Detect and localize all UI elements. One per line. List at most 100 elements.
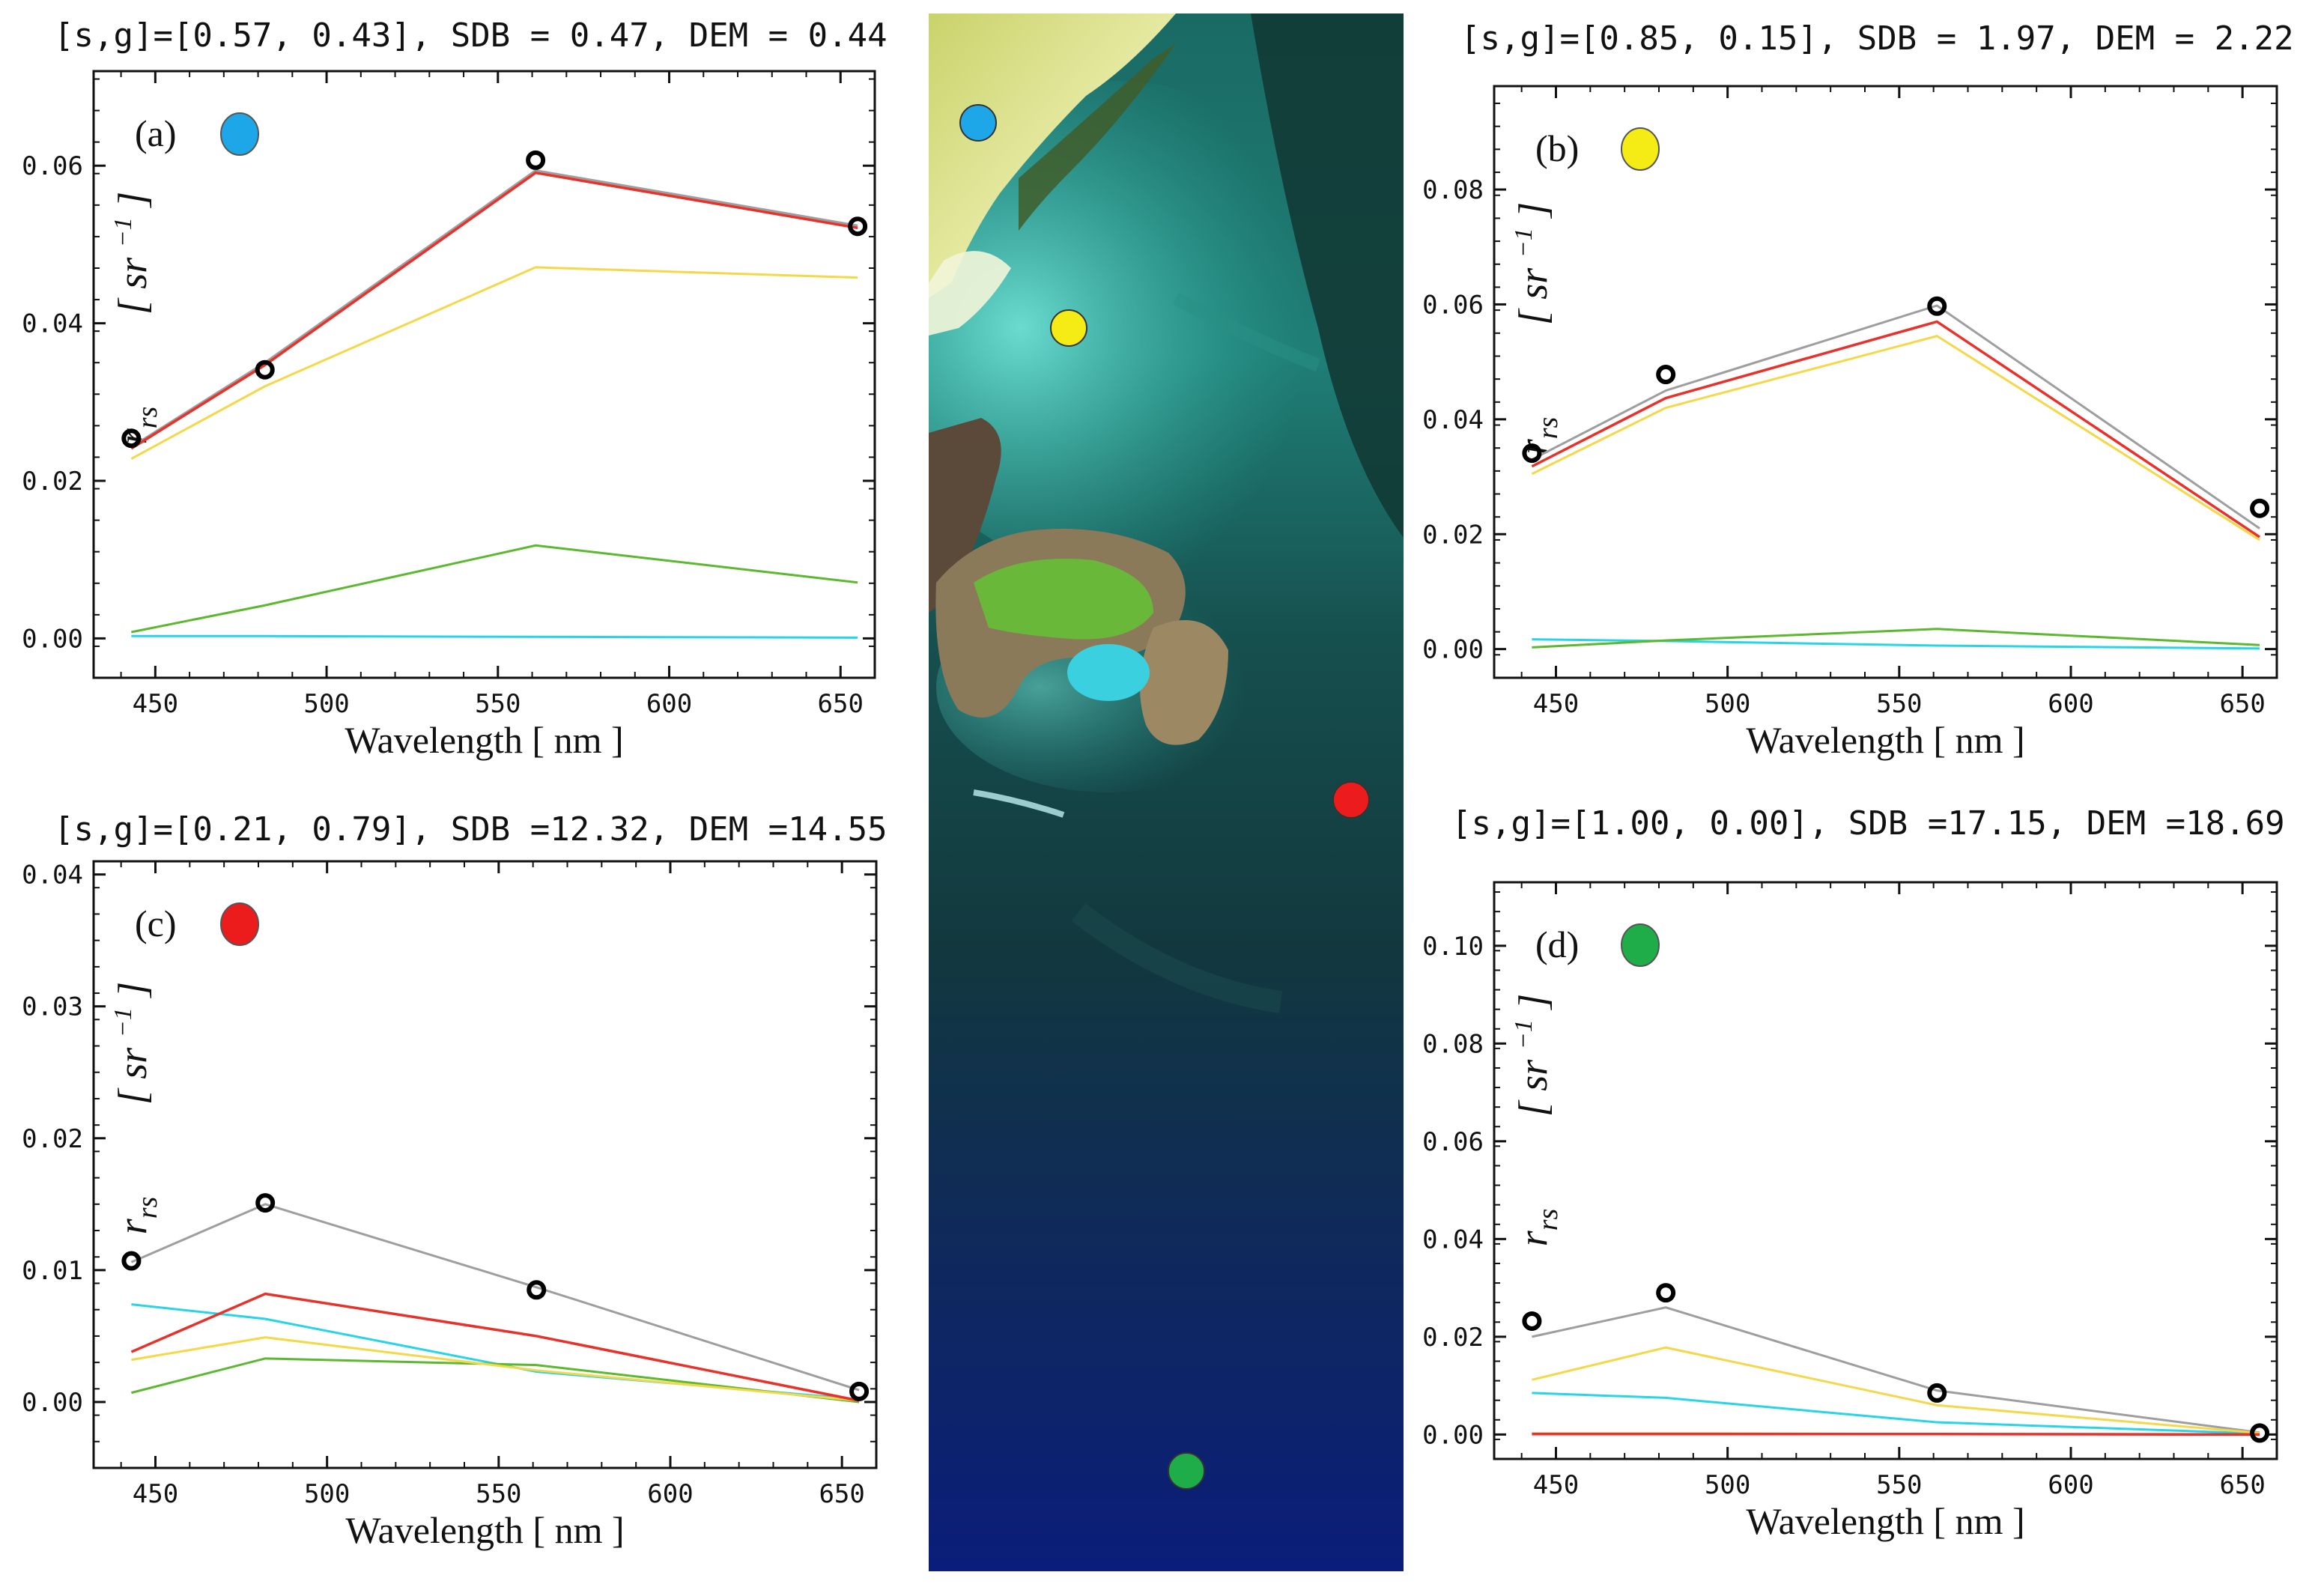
image-marker-yellow <box>1050 309 1087 347</box>
x-tick-label: 500 <box>303 689 349 719</box>
chart-c-plot: 0.00 0.01 0.02 0.03 0.04 450 500 550 600 650 Wavel… <box>22 860 878 1551</box>
x-tick-label: 450 <box>133 689 178 719</box>
x-tick-label: 450 <box>1533 1470 1579 1500</box>
x-axis-label: Wavelength [ nm ] <box>1746 1500 2024 1542</box>
observed-point <box>527 1280 547 1300</box>
x-tick-label: 550 <box>1876 689 1922 719</box>
x-tick-label: 600 <box>647 1479 693 1509</box>
y-axis-unit: [ sr −1 ] <box>1510 994 1556 1117</box>
y-tick-label: 0.00 <box>1422 1420 1484 1450</box>
x-axis-label: Wavelength [ nm ] <box>1746 719 2024 761</box>
y-axis-symbol: rrs <box>1511 1209 1564 1247</box>
island-green <box>974 559 1153 640</box>
x-tick-label: 650 <box>2219 1470 2265 1500</box>
observed-point <box>526 150 546 170</box>
panel-marker <box>220 112 259 156</box>
y-tick-label: 0.08 <box>1422 175 1484 205</box>
panel-label: (c) <box>135 902 177 944</box>
x-tick-label: 500 <box>1705 1470 1750 1500</box>
x-tick-label: 450 <box>133 1479 178 1509</box>
chart-panel-b: [s,g]=[0.85, 0.15], SDB = 1.97, DEM = 2.… <box>1408 0 2321 771</box>
series-line-water-column <box>131 1336 860 1402</box>
observed-point <box>848 216 868 237</box>
y-tick-label: 0.00 <box>22 1388 83 1418</box>
streak <box>973 789 1065 818</box>
series-line-deep-water <box>131 1303 860 1401</box>
series-line-bottom-s <box>130 171 858 450</box>
chart-d-plot: 0.00 0.02 0.04 0.06 0.08 0.10 450 500 550 600 650 W… <box>1422 881 2278 1542</box>
x-tick-label: 600 <box>2048 689 2093 719</box>
x-tick-label: 450 <box>1533 689 1579 719</box>
x-tick-label: 600 <box>2048 1470 2093 1500</box>
series-line-bottom-g <box>1532 628 2260 649</box>
x-tick-label: 500 <box>1705 689 1750 719</box>
series-line-water-column <box>1531 335 2260 541</box>
series-line-bottom-g <box>131 1357 860 1404</box>
y-tick-label: 0.08 <box>1422 1029 1484 1059</box>
y-axis-label: [ sr −1 ] rrs <box>109 982 163 1235</box>
y-tick-label: 0.02 <box>1422 1323 1484 1353</box>
series-line-fit-total <box>130 169 858 449</box>
image-marker-blue <box>959 104 997 142</box>
plot-frame <box>1493 85 2278 679</box>
y-axis-unit: [ sr −1 ] <box>109 192 155 315</box>
x-tick-label: 650 <box>819 1479 864 1509</box>
y-axis-unit: [ sr −1 ] <box>1510 202 1556 326</box>
y-tick-label: 0.06 <box>22 151 83 181</box>
observed-point <box>1522 1311 1542 1331</box>
panel-header: [s,g]=[0.57, 0.43], SDB = 0.47, DEM = 0.… <box>54 16 888 55</box>
y-axis-label: [ sr −1 ] rrs <box>1510 994 1564 1247</box>
y-tick-label: 0.02 <box>1422 520 1484 550</box>
chart-panel-a: [s,g]=[0.57, 0.43], SDB = 0.47, DEM = 0.… <box>0 0 921 771</box>
y-tick-label: 0.04 <box>1422 405 1484 435</box>
beach <box>929 251 1011 336</box>
y-tick-label: 0.06 <box>1422 1127 1484 1157</box>
series-line-bottom-g <box>131 544 858 634</box>
y-axis-symbol: rrs <box>110 1197 163 1235</box>
series-line-fit-total <box>130 1203 860 1392</box>
island-rock-2 <box>1140 620 1228 745</box>
observed-point <box>255 359 275 380</box>
image-marker-green <box>1168 1452 1205 1490</box>
series-line-fit-total <box>1531 304 2260 530</box>
y-axis-label: [ sr −1 ]rrs <box>109 192 163 445</box>
plot-frame <box>92 70 876 679</box>
plot-frame <box>1493 881 2278 1460</box>
series-line-water-column <box>130 266 858 460</box>
y-tick-label: 0.00 <box>22 624 83 654</box>
series-line-deep-water <box>1532 638 2260 650</box>
observed-point <box>121 1251 142 1271</box>
series-line-deep-water <box>1532 1392 2260 1435</box>
panel-marker <box>1621 923 1660 967</box>
observed-point <box>121 428 142 449</box>
x-tick-label: 650 <box>818 689 864 719</box>
land-sand <box>929 13 1176 298</box>
series-line-fit-total <box>1532 1306 2260 1434</box>
y-tick-label: 0.02 <box>22 1124 83 1154</box>
x-tick-label: 600 <box>646 689 692 719</box>
observed-point <box>2250 498 2270 518</box>
x-tick-label: 550 <box>475 689 521 719</box>
y-axis-unit: [ sr −1 ] <box>109 982 155 1105</box>
y-tick-label: 0.04 <box>22 861 83 890</box>
y-tick-label: 0.02 <box>22 467 83 497</box>
observed-point <box>1656 365 1676 385</box>
y-tick-label: 0.03 <box>22 992 83 1022</box>
observed-point <box>1927 296 1947 316</box>
streak-3 <box>1071 903 1283 1013</box>
x-axis-label: Wavelength [ nm ] <box>345 1509 624 1551</box>
island-rock-1 <box>929 418 1001 613</box>
panel-marker <box>1621 127 1660 171</box>
observed-point <box>1927 1383 1947 1403</box>
series-line-bottom-s <box>130 1292 860 1402</box>
y-tick-label: 0.04 <box>1422 1225 1484 1254</box>
panel-header: [s,g]=[0.21, 0.79], SDB =12.32, DEM =14.… <box>54 810 888 849</box>
x-axis-label: Wavelength [ nm ] <box>345 719 623 761</box>
observed-point <box>1656 1283 1676 1303</box>
observed-point <box>849 1381 870 1401</box>
y-tick-label: 0.04 <box>22 309 83 339</box>
streak-2 <box>1172 292 1321 372</box>
x-tick-label: 550 <box>1876 1470 1922 1500</box>
series-line-bottom-s <box>1532 1432 2260 1436</box>
chart-panel-d: [s,g]=[1.00, 0.00], SDB =17.15, DEM =18.… <box>1408 794 2321 1596</box>
